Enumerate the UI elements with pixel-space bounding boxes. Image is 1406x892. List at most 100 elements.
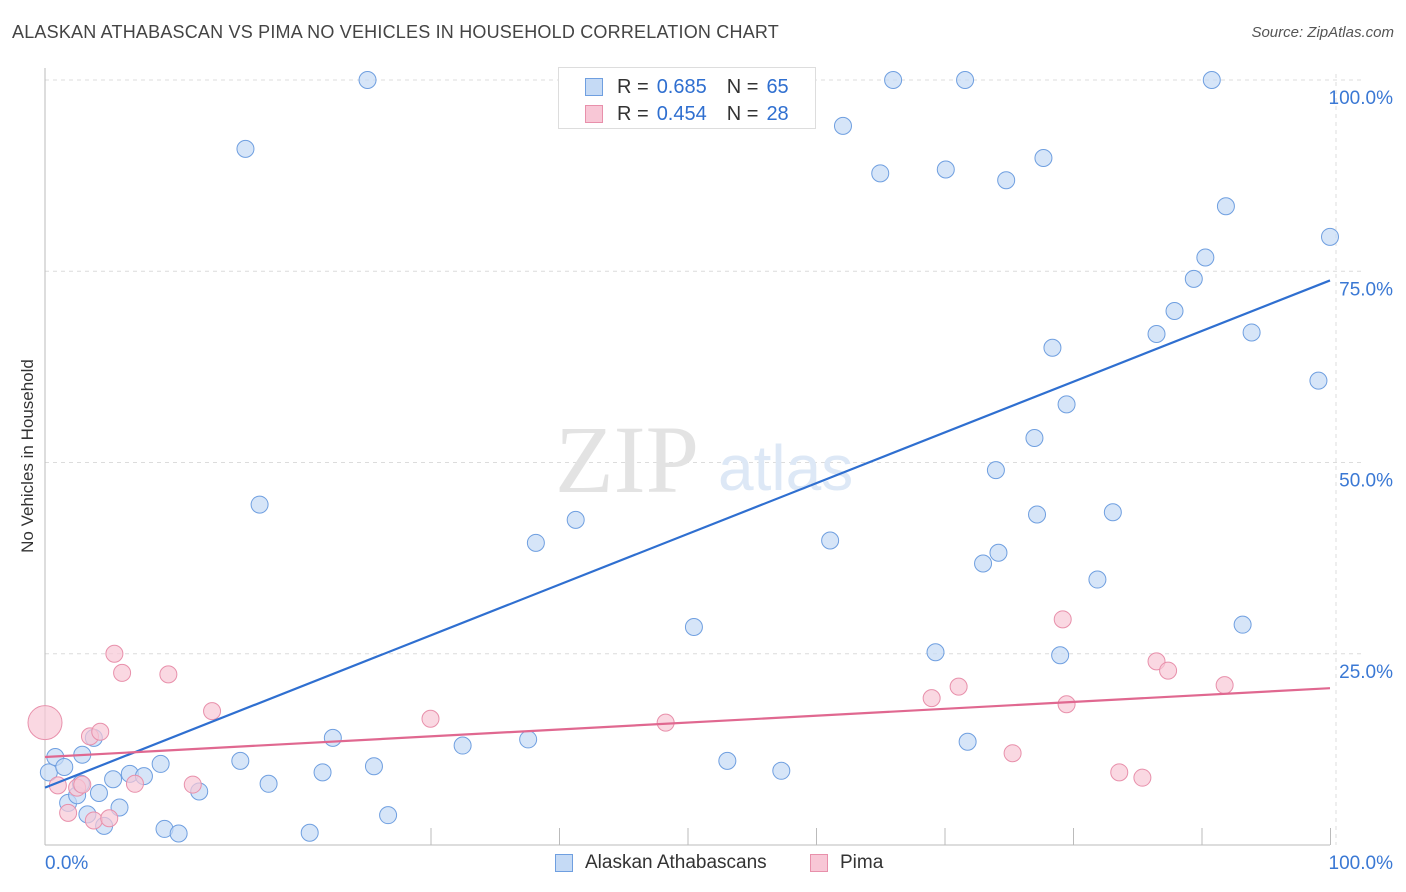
tick-labels: 100.0% 75.0% 50.0% 25.0% 0.0% 100.0% [45,88,1393,874]
athabascan-point [989,543,1008,562]
athabascan-point [958,732,977,751]
athabascan-point [974,554,993,573]
pima-point [125,774,144,793]
stats-legend: R = 0.685 N = 65 R = 0.454 N = 28 [558,67,816,129]
athabascan-point [169,824,188,843]
athabascan-point [997,171,1016,190]
pima-point [421,709,440,728]
trend-lines [44,279,1331,789]
athabascan-point [884,71,903,89]
athabascan-point [1233,615,1252,634]
pima-point [1133,768,1152,787]
pima-point [73,775,92,794]
watermark-atlas: atlas [718,432,853,504]
x-tick-label: 0.0% [45,853,88,874]
athabascan-point [259,774,278,793]
legend-r-label: R = [617,75,649,98]
y-tick-label: 50.0% [1339,471,1393,492]
athabascan-point [1321,227,1339,246]
legend-n-label: N = [726,102,759,125]
athabascan-point [566,510,585,529]
legend-r-value: 0.454 [656,102,707,125]
legend-swatch-pink [585,105,603,123]
athabascan-point [772,761,791,780]
pima-point [27,705,63,741]
watermark: ZIP atlas [555,406,853,513]
athabascan-point [718,751,737,770]
athabascan-point [1196,248,1215,267]
series-legend-label: Alaskan Athabascans [585,852,767,873]
athabascan-point [519,730,538,749]
series-swatch-blue [555,854,573,872]
chart-source: Source: ZipAtlas.com [1251,24,1394,41]
chart-title: ALASKAN ATHABASCAN VS PIMA NO VEHICLES I… [12,22,779,42]
pima-point [100,809,119,828]
pima-point [1110,763,1129,782]
athabascan-point [1051,646,1070,665]
athabascan-point [379,806,398,825]
legend-r-label: R = [617,102,649,125]
pima-trend-line [44,687,1331,759]
data-points [27,71,1339,843]
gridlines [45,74,1365,845]
athabascan-point [1028,505,1047,524]
pima-point [1159,661,1178,680]
athabascan-point [871,164,890,183]
pima-point [159,665,178,684]
athabascan-point [833,116,852,135]
athabascan-point [55,757,74,776]
athabascan-point [151,754,170,773]
x-tick-label: 100.0% [1329,853,1394,874]
athabascan-point [1057,395,1076,414]
pima-point [59,803,78,822]
athabascan-point [1242,323,1261,342]
athabascan-point [1025,429,1044,448]
y-tick-label: 25.0% [1339,662,1393,683]
athabascan-point [936,160,955,179]
athabascan-point [1165,302,1184,321]
pima-point [105,644,124,663]
legend-row-athabascan: R = 0.685 N = 65 [585,74,789,100]
pima-point [183,775,202,794]
series-legend-label: Pima [840,852,884,873]
pima-point [203,702,222,721]
pima-point [1215,676,1234,695]
athabascan-point [364,757,383,776]
series-swatch-pink [810,854,828,872]
athabascan-point [236,139,255,158]
athabascan-point [104,770,123,789]
athabascan-point [684,617,703,636]
athabascan-point [89,783,108,802]
athabascan-point [453,736,472,755]
athabascan-point [250,495,269,514]
pima-point [84,811,103,830]
pima-point [922,689,941,708]
athabascan-point [526,533,545,552]
athabascan-point [1202,71,1221,89]
athabascan-point [1088,570,1107,589]
watermark-zip: ZIP [555,406,699,513]
series-legend-athabascan[interactable]: Alaskan Athabascans [555,852,767,874]
pima-point [91,722,110,741]
y-tick-label: 100.0% [1329,88,1394,109]
legend-row-pima: R = 0.454 N = 28 [585,101,789,127]
legend-n-label: N = [726,75,759,98]
athabascan-point [231,751,250,770]
athabascan-point [323,728,342,747]
athabascan-point [926,643,945,662]
athabascan-point [956,71,975,89]
legend-n-value: 28 [766,102,789,125]
athabascan-point [986,461,1005,480]
legend-swatch-blue [585,78,603,96]
series-legend-pima[interactable]: Pima [810,852,883,874]
athabascan-point [300,823,319,842]
athabascan-point [1147,324,1166,343]
athabascan-point [1103,503,1122,522]
athabascan-point [1309,371,1328,390]
athabascan-point [358,71,377,89]
athabascan-trend-line [44,279,1331,789]
athabascan-point [1216,197,1235,216]
pima-point [1003,744,1022,763]
pima-point [113,663,132,682]
